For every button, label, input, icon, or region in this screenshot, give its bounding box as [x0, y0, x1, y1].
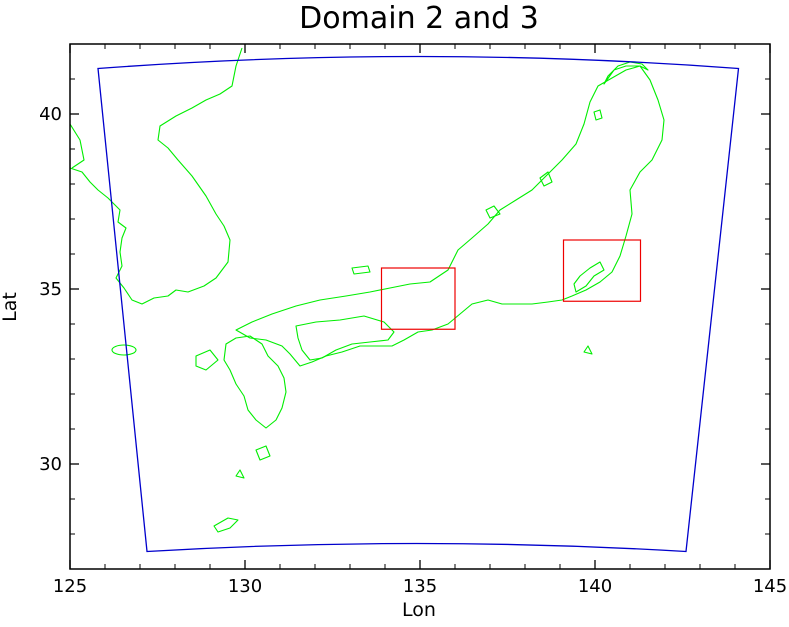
coastline-mainland: [69, 123, 85, 169]
coastline-goto: [195, 349, 219, 371]
y-axis-ticks: 30 35 40: [39, 78, 770, 535]
coastline-boso: [573, 261, 605, 293]
coastline-honshu: [235, 65, 665, 367]
nested-domain-2: [380, 267, 456, 330]
outer-domain-boundary: [97, 55, 740, 553]
map-title: Domain 2 and 3: [299, 1, 539, 36]
nested-domain-3: [562, 239, 642, 302]
coastline-noto: [485, 205, 501, 219]
coastline-oki: [351, 265, 371, 275]
coastline-hokkaido: [603, 61, 649, 85]
y-tick-label: 40: [39, 104, 62, 125]
x-tick-label: 140: [578, 576, 612, 597]
coastline-sado: [539, 171, 553, 187]
coastlines: [69, 47, 665, 533]
x-tick-label: 130: [228, 576, 262, 597]
coastline-kyushu: [223, 335, 287, 429]
map-plot-area: [69, 47, 740, 553]
x-tick-label: 145: [753, 576, 787, 597]
x-tick-label: 135: [403, 576, 437, 597]
x-tick-label: 125: [53, 576, 87, 597]
coastline-korea: [69, 47, 243, 305]
y-axis-label: Lat: [0, 292, 21, 322]
coastline-yakushima: [255, 445, 271, 461]
plot-frame: [69, 43, 771, 570]
coastline-jeju: [111, 344, 137, 356]
coastline-islet: [235, 469, 245, 479]
coastline-shikoku: [295, 315, 395, 361]
x-axis-ticks: 125 130 135 140 145: [53, 44, 787, 597]
nested-domains: [380, 239, 642, 330]
x-axis-label: Lon: [402, 599, 436, 621]
coastline-amami: [213, 517, 239, 533]
y-tick-label: 35: [39, 279, 62, 300]
coastline-izu-islet: [583, 345, 593, 355]
y-tick-label: 30: [39, 454, 62, 475]
coastline-tobishima: [593, 109, 603, 121]
